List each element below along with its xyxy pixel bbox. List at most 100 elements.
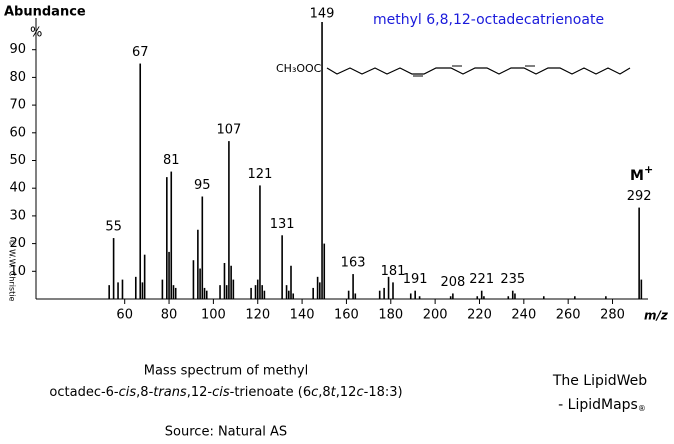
source: Source: Natural AS — [165, 425, 287, 440]
y-tick-label: 40 — [9, 181, 26, 196]
peak-label: 67 — [132, 45, 149, 60]
caption-segment: t — [331, 385, 337, 400]
peak — [354, 293, 357, 299]
peak — [174, 287, 177, 299]
x-tick-label: 80 — [161, 308, 178, 323]
peak — [638, 207, 640, 299]
x-tick-label: 180 — [378, 308, 403, 323]
caption-segment: c — [356, 385, 363, 400]
peak — [511, 290, 514, 299]
caption-segment: ,12- — [187, 385, 213, 400]
caption-segment: cis — [119, 385, 137, 400]
copyright: © W.W. Christie — [8, 239, 17, 302]
peak — [205, 290, 208, 299]
peak — [409, 293, 412, 299]
peak-label: 107 — [216, 123, 241, 138]
caption-segment: octadec-6- — [49, 385, 119, 400]
peak — [225, 285, 228, 299]
caption-segment: ,12 — [336, 385, 357, 400]
peak — [250, 287, 252, 299]
peak-label: 191 — [403, 272, 428, 287]
caption-segment: -18:3) — [364, 385, 403, 400]
peak — [203, 287, 206, 299]
x-tick-label: 220 — [467, 308, 492, 323]
peak — [192, 260, 195, 299]
caption-segment: trans — [153, 385, 187, 400]
caption-segment: -trienoate (6 — [230, 385, 311, 400]
peak — [383, 287, 385, 299]
peak-label: 163 — [341, 256, 366, 271]
peak — [480, 290, 483, 299]
structure-label: CH₃OOC — [276, 62, 322, 75]
peak — [414, 290, 416, 299]
peak — [143, 254, 146, 299]
y-tick-label: 30 — [9, 208, 26, 223]
x-tick-label: 120 — [245, 308, 270, 323]
peak — [168, 251, 170, 299]
chart-title: methyl 6,8,12-octadecatrienoate — [373, 12, 604, 28]
peak — [256, 279, 259, 299]
peak — [121, 279, 124, 299]
peak-label: 292 — [627, 189, 652, 204]
x-tick-label: 280 — [600, 308, 625, 323]
y-tick-label: 80 — [9, 70, 26, 85]
caption-segment: c — [311, 385, 318, 400]
peak — [323, 243, 326, 299]
caption-segment: ,8 — [318, 385, 330, 400]
peak — [166, 177, 168, 299]
peak — [476, 296, 479, 299]
peak — [312, 287, 314, 299]
peak-label: 95 — [194, 178, 211, 193]
peak — [290, 265, 292, 299]
peak-label: 149 — [310, 7, 335, 22]
caption-segment: ,8- — [136, 385, 153, 400]
y-tick-label: 20 — [9, 236, 26, 251]
peak-label: 221 — [469, 272, 494, 287]
peak — [640, 279, 643, 299]
peak — [170, 171, 173, 299]
peak — [542, 296, 545, 299]
peak — [483, 296, 485, 299]
peak — [228, 141, 230, 299]
peak — [172, 285, 175, 299]
m-label: M — [630, 168, 644, 184]
peak — [197, 229, 199, 299]
peak — [259, 185, 261, 299]
peak — [352, 274, 354, 299]
peak — [112, 238, 115, 299]
peak — [263, 290, 266, 299]
caption-line-2: octadec-6-cis,8-trans,12-cis-trienoate (… — [49, 385, 402, 400]
x-tick-label: 140 — [290, 308, 315, 323]
peak — [117, 282, 119, 299]
peak — [605, 296, 607, 299]
credit-text: - LipidMaps — [558, 397, 638, 413]
peak-label: 121 — [248, 167, 273, 182]
peak — [292, 293, 295, 299]
peak — [418, 296, 421, 299]
x-tick-label: 160 — [334, 308, 359, 323]
y-axis-label: Abundance — [4, 5, 86, 20]
peak — [514, 293, 516, 299]
peak — [507, 296, 510, 299]
peak — [108, 285, 110, 299]
peak — [387, 276, 390, 299]
m-sup: + — [644, 163, 653, 176]
peak-label: 55 — [105, 220, 122, 235]
y-tick-label: 50 — [9, 153, 26, 168]
x-tick-label: 260 — [556, 308, 581, 323]
y-tick-label: 90 — [9, 42, 26, 57]
peak — [223, 262, 226, 299]
credit-mark: ® — [638, 404, 646, 413]
y-tick-label: 60 — [9, 125, 26, 140]
peak — [449, 296, 452, 299]
peak — [161, 279, 164, 299]
peak — [452, 293, 454, 299]
peak-label: 235 — [500, 272, 525, 287]
peak — [261, 285, 263, 299]
peak — [574, 296, 576, 299]
peak — [316, 276, 319, 299]
peak — [201, 196, 204, 299]
x-tick-label: 200 — [423, 308, 448, 323]
molecular-ion-label: M+ — [630, 163, 653, 184]
